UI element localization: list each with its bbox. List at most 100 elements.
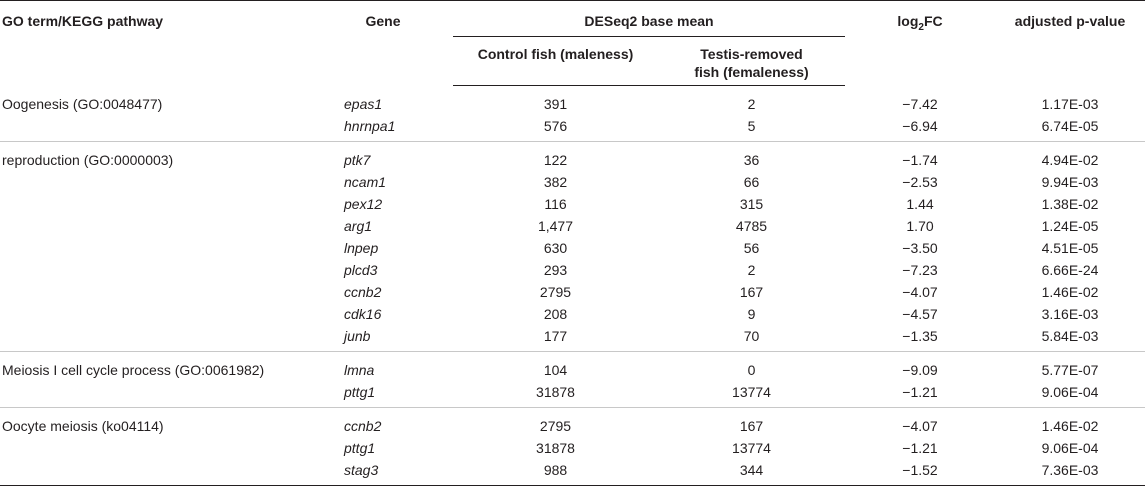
- adjusted-p-value: 1.46E-02: [1041, 284, 1099, 300]
- testis-removed-base-mean: 167: [739, 418, 764, 434]
- gene-name: ncam1: [344, 174, 387, 190]
- gene-name: lmna: [344, 362, 375, 378]
- table-row: ncam1 382 66 −2.53 9.94E-03: [0, 171, 1145, 193]
- control-base-mean: 31878: [536, 384, 575, 400]
- testis-removed-base-mean: 56: [743, 240, 760, 256]
- table-header: GO term/KEGG pathway Gene DESeq2 base me…: [0, 0, 1145, 86]
- group-section: Meiosis I cell cycle process (GO:0061982…: [0, 352, 1145, 408]
- table-row: hnrnpa1 576 5 −6.94 6.74E-05: [0, 115, 1145, 142]
- testis-removed-base-mean: 4785: [735, 218, 768, 234]
- gene-name: junb: [344, 328, 371, 344]
- gene-name: pttg1: [344, 440, 376, 456]
- control-base-mean: 293: [543, 262, 568, 278]
- group-term: reproduction (GO:0000003): [2, 152, 174, 168]
- log2fc-value: −4.57: [902, 306, 938, 322]
- adjusted-p-value: 6.66E-24: [1041, 262, 1099, 278]
- control-base-mean: 2795: [539, 284, 572, 300]
- adjusted-p-value: 7.36E-03: [1041, 462, 1099, 478]
- testis-removed-base-mean: 167: [739, 284, 764, 300]
- log2fc-value: −1.21: [902, 440, 938, 456]
- testis-removed-base-mean: 36: [743, 152, 760, 168]
- gene-name: pttg1: [344, 384, 376, 400]
- control-base-mean: 1,477: [537, 218, 574, 234]
- gene-name: ptk7: [344, 152, 371, 168]
- gene-name: ccnb2: [344, 418, 382, 434]
- log2fc-value: −1.35: [902, 328, 938, 344]
- group-term: [0, 115, 313, 142]
- group-term: Meiosis I cell cycle process (GO:0061982…: [2, 362, 265, 378]
- log2fc-value: −6.94: [902, 118, 938, 134]
- adjusted-p-value: 9.06E-04: [1041, 384, 1099, 400]
- testis-removed-base-mean: 70: [743, 328, 760, 344]
- control-base-mean: 382: [543, 174, 568, 190]
- control-base-mean: 208: [543, 306, 568, 322]
- control-base-mean: 177: [543, 328, 568, 344]
- testis-removed-base-mean: 2: [747, 96, 756, 112]
- adjusted-p-value: 9.94E-03: [1041, 174, 1099, 190]
- gene-name: pex12: [344, 196, 383, 212]
- gene-name: epas1: [344, 95, 383, 112]
- control-base-mean: 104: [543, 362, 568, 378]
- group-term: [0, 437, 313, 459]
- testis-removed-base-mean: 2: [747, 262, 756, 278]
- gene-name: arg1: [344, 218, 373, 234]
- table-row: Meiosis I cell cycle process (GO:0061982…: [0, 352, 1145, 382]
- header-deseq-base-mean: DESeq2 base mean: [453, 0, 846, 37]
- adjusted-p-value: 1.24E-05: [1041, 218, 1099, 234]
- control-base-mean: 988: [543, 462, 568, 478]
- header-testis-removed-fish: Testis-removed fish (femaleness): [658, 36, 846, 86]
- control-base-mean: 391: [543, 96, 568, 112]
- testis-removed-base-mean: 0: [747, 362, 756, 378]
- adjusted-p-value: 3.16E-03: [1041, 306, 1099, 322]
- testis-removed-base-mean: 13774: [732, 384, 771, 400]
- adjusted-p-value: 5.77E-07: [1041, 362, 1099, 378]
- testis-removed-base-mean: 9: [747, 306, 756, 322]
- adjusted-p-value: 9.06E-04: [1041, 440, 1099, 456]
- log2fc-value: −4.07: [902, 418, 938, 434]
- header-log2fc-tail: FC: [923, 13, 943, 29]
- adjusted-p-value: 1.38E-02: [1041, 196, 1099, 212]
- adjusted-p-value: 1.46E-02: [1041, 418, 1099, 434]
- header-gene: Gene: [365, 13, 401, 29]
- log2fc-value: −2.53: [902, 174, 938, 190]
- log2fc-value: −1.74: [902, 152, 938, 168]
- log2fc-value: −7.23: [902, 262, 938, 278]
- table-row: Oogenesis (GO:0048477) epas1 391 2 −7.42 1.17…: [0, 86, 1145, 116]
- gene-name: stag3: [344, 462, 379, 478]
- adjusted-p-value: 1.17E-03: [1041, 95, 1099, 112]
- header-testis-line2: fish (femaleness): [694, 64, 809, 80]
- table-row: pex12 116 315 1.44 1.38E-02: [0, 193, 1145, 215]
- table-row: pttg1 31878 13774 −1.21 9.06E-04: [0, 437, 1145, 459]
- gene-name: plcd3: [344, 262, 378, 278]
- testis-removed-base-mean: 5: [747, 118, 756, 134]
- group-term: Oogenesis (GO:0048477): [2, 95, 163, 112]
- group-term: [0, 215, 313, 237]
- adjusted-p-value: 4.51E-05: [1041, 240, 1099, 256]
- group-term: [0, 237, 313, 259]
- group-term: Oocyte meiosis (ko04114): [2, 418, 164, 434]
- group-term: [0, 259, 313, 281]
- adjusted-p-value: 4.94E-02: [1041, 152, 1099, 168]
- table-row: junb 177 70 −1.35 5.84E-03: [0, 325, 1145, 352]
- group-term: [0, 303, 313, 325]
- table-row: ccnb2 2795 167 −4.07 1.46E-02: [0, 281, 1145, 303]
- table-row: reproduction (GO:0000003) ptk7 122 36 −1.74 4…: [0, 142, 1145, 172]
- group-term: [0, 193, 313, 215]
- header-log2fc-sub: 2: [918, 21, 924, 33]
- gene-name: ccnb2: [344, 284, 382, 300]
- testis-removed-base-mean: 13774: [732, 440, 771, 456]
- log2fc-value: −7.42: [902, 95, 938, 112]
- table-row: Oocyte meiosis (ko04114) ccnb2 2795 167 −4.0…: [0, 408, 1145, 438]
- group-term: [0, 281, 313, 303]
- log2fc-value: −9.09: [902, 362, 938, 378]
- table-row: lnpep 630 56 −3.50 4.51E-05: [0, 237, 1145, 259]
- header-log2fc: log2FC: [845, 1, 995, 86]
- log2fc-value: 1.44: [906, 196, 934, 212]
- group-section: Oocyte meiosis (ko04114) ccnb2 2795 167 −4.0…: [0, 408, 1145, 486]
- log2fc-value: 1.70: [906, 218, 934, 234]
- table-row: pttg1 31878 13774 −1.21 9.06E-04: [0, 381, 1145, 408]
- header-term: GO term/KEGG pathway: [2, 13, 164, 29]
- adjusted-p-value: 6.74E-05: [1041, 118, 1099, 134]
- header-adjusted-p-value: adjusted p-value: [1014, 13, 1126, 29]
